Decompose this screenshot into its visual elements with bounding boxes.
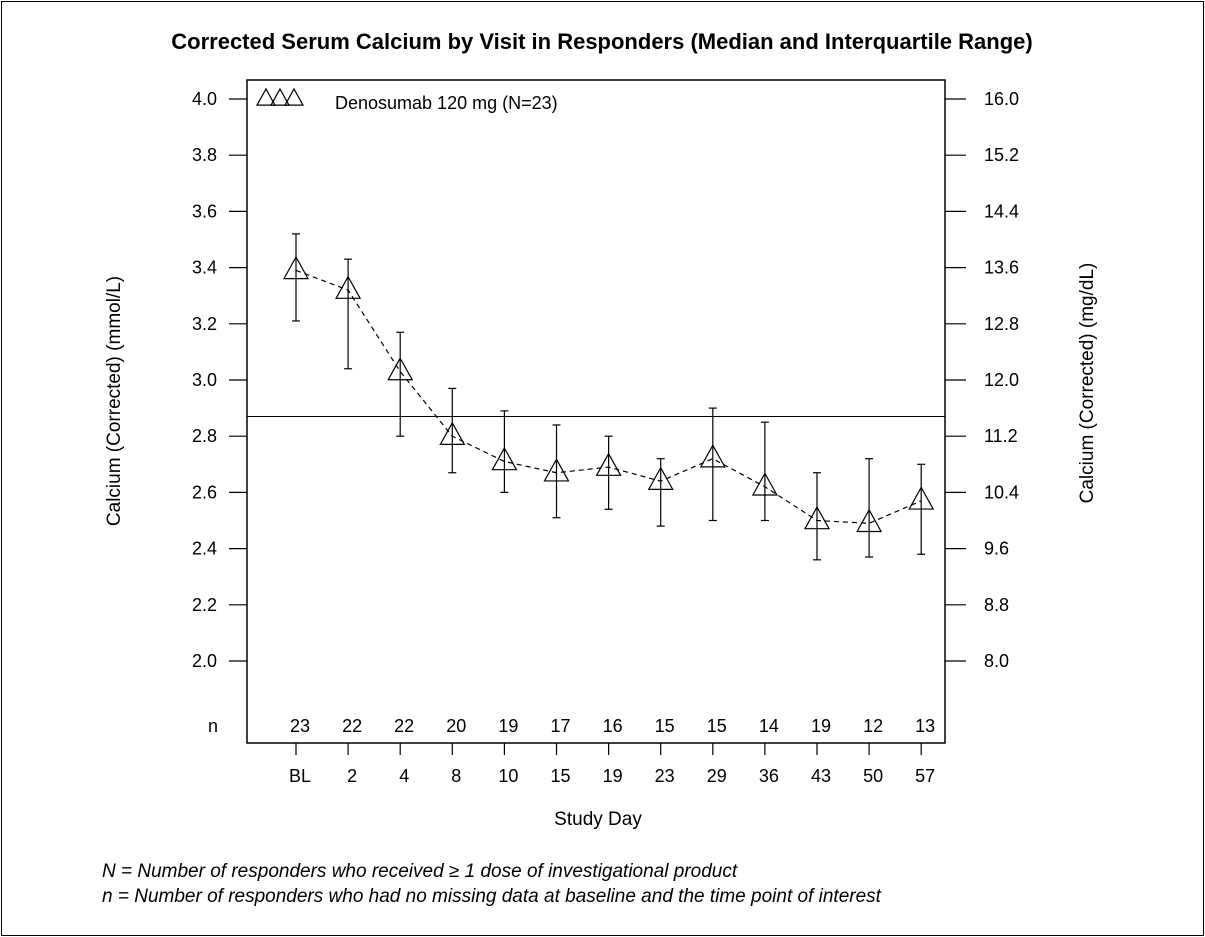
x-tick-label: 43 xyxy=(811,766,831,786)
chart-title: Corrected Serum Calcium by Visit in Resp… xyxy=(171,29,1032,54)
x-tick-label: 23 xyxy=(655,766,675,786)
median-marker xyxy=(439,421,466,446)
median-marker xyxy=(335,275,362,299)
median-marker xyxy=(908,486,935,510)
median-marker xyxy=(803,505,831,530)
y-axis-left-label: Calcium (Corrected) (mmol/L) xyxy=(104,276,125,526)
n-value: 22 xyxy=(342,716,362,736)
y-right-tick-label: 15.2 xyxy=(984,145,1019,165)
y-right-tick-label: 14.4 xyxy=(984,201,1019,221)
y-tick-label: 4.0 xyxy=(192,89,217,109)
median-marker xyxy=(491,446,518,471)
median-marker xyxy=(751,472,778,496)
median-marker xyxy=(543,458,570,482)
n-value: 15 xyxy=(707,716,727,736)
median-marker xyxy=(856,508,883,533)
median-marker xyxy=(387,356,414,381)
y-tick-label: 3.2 xyxy=(192,314,217,334)
y-tick-label: 2.2 xyxy=(192,595,217,615)
median-marker xyxy=(647,466,674,490)
n-value: 15 xyxy=(655,716,675,736)
y-tick-label: 2.0 xyxy=(192,651,217,671)
median-marker xyxy=(282,255,310,280)
y-right-tick-label: 8.8 xyxy=(984,595,1009,615)
footnote-n-definition: N = Number of responders who received ≥ … xyxy=(102,861,738,882)
y-right-tick-label: 10.4 xyxy=(984,482,1019,502)
legend-marker-icon xyxy=(255,87,305,106)
y-right-tick-label: 9.6 xyxy=(984,539,1009,559)
y-right-tick-label: 11.2 xyxy=(984,426,1018,446)
x-tick-label: 57 xyxy=(915,766,935,786)
x-tick-label: 8 xyxy=(451,766,461,786)
y-right-tick-label: 8.0 xyxy=(984,651,1009,671)
y-tick-label: 3.0 xyxy=(192,370,217,390)
y-axis-right-label: Calcium (Corrected) (mg/dL) xyxy=(1077,263,1098,504)
footnote-small-n-definition: n = Number of responders who had no miss… xyxy=(102,886,881,907)
n-value: 17 xyxy=(550,716,570,736)
x-tick-label: 29 xyxy=(707,766,727,786)
legend-label: Denosumab 120 mg (N=23) xyxy=(335,93,558,113)
n-value: 23 xyxy=(290,716,310,736)
legend: Denosumab 120 mg (N=23) xyxy=(255,87,558,113)
y-right-tick-label: 12.0 xyxy=(984,370,1019,390)
median-marker xyxy=(595,452,622,476)
n-row-label: n xyxy=(208,716,218,736)
x-tick-label: 15 xyxy=(550,766,570,786)
y-tick-label: 2.6 xyxy=(192,482,217,502)
legend-triangle xyxy=(283,87,305,106)
x-tick-label: 4 xyxy=(399,766,409,786)
y-tick-label: 3.4 xyxy=(192,258,217,278)
n-row: n 23 22 22 20 19 17 16 15 15 14 19 12 13 xyxy=(208,716,935,736)
y-axis-right: 8.0 8.8 9.6 10.4 11.2 12.0 12.8 13.6 14.4 15.2 16.… xyxy=(945,89,1019,671)
median-marker xyxy=(699,444,726,468)
y-right-tick-label: 12.8 xyxy=(984,314,1019,334)
n-value: 16 xyxy=(603,716,623,736)
x-tick-label: 2 xyxy=(347,766,357,786)
plot-area xyxy=(246,79,946,744)
n-value: 22 xyxy=(394,716,414,736)
x-tick-label: 36 xyxy=(759,766,779,786)
y-tick-label: 3.8 xyxy=(192,145,217,165)
x-tick-label: 10 xyxy=(498,766,518,786)
n-value: 20 xyxy=(446,716,466,736)
y-right-tick-label: 13.6 xyxy=(984,258,1019,278)
legend-triangle xyxy=(269,87,291,106)
y-right-tick-label: 16.0 xyxy=(984,89,1019,109)
series-denosumab xyxy=(282,233,935,561)
n-value: 12 xyxy=(863,716,883,736)
x-axis: BL 2 4 8 10 15 19 23 29 36 43 50 57 xyxy=(289,743,935,786)
y-axis-left: 2.0 2.2 2.4 2.6 2.8 3.0 3.2 3.4 3.6 3.8 4.0 xyxy=(192,89,247,671)
n-value: 14 xyxy=(759,716,779,736)
x-tick-label: 19 xyxy=(603,766,623,786)
n-value: 19 xyxy=(811,716,831,736)
x-tick-label: 50 xyxy=(863,766,883,786)
y-tick-label: 2.4 xyxy=(192,539,217,559)
x-axis-label: Study Day xyxy=(554,809,642,830)
y-tick-label: 2.8 xyxy=(192,426,217,446)
n-value: 13 xyxy=(915,716,935,736)
legend-triangle xyxy=(255,87,277,106)
n-value: 19 xyxy=(498,716,518,736)
x-tick-label: BL xyxy=(289,766,311,786)
y-tick-label: 3.6 xyxy=(192,201,217,221)
